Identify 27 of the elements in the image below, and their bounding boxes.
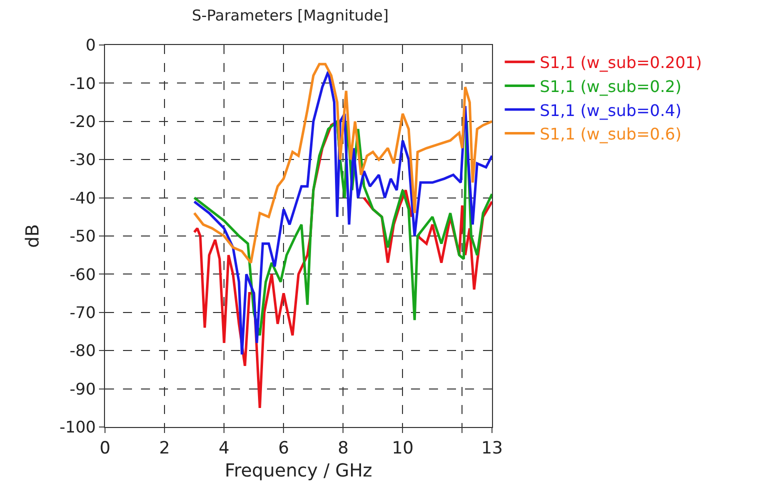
chart-title: S-Parameters [Magnitude] <box>192 6 389 24</box>
x-axis-title: Frequency / GHz <box>224 460 372 482</box>
y-tick-label: -10 <box>70 74 96 93</box>
legend-label: S1,1 (w_sub=0.4) <box>540 100 682 120</box>
x-tick-label: 13 <box>481 438 503 458</box>
y-tick-label: -30 <box>70 150 96 170</box>
x-tick-label: 0 <box>100 438 110 458</box>
x-tick-label: 4 <box>218 438 230 458</box>
y-tick-label: -50 <box>70 226 96 246</box>
y-tick-label: 0 <box>86 36 96 55</box>
line-series <box>193 70 492 356</box>
legend-label: S1,1 (w_sub=0.6) <box>540 124 682 144</box>
y-tick-label: -80 <box>70 341 96 360</box>
x-tick-label: 2 <box>159 438 170 458</box>
y-axis-title: dB <box>22 224 44 248</box>
x-tick-label: 10 <box>392 438 414 458</box>
y-tick-label: -90 <box>70 379 96 398</box>
legend-label: S1,1 (w_sub=0.201) <box>540 53 702 72</box>
legend-label: S1,1 (w_sub=0.2) <box>540 76 682 96</box>
y-tick-label: -70 <box>70 303 96 322</box>
y-tick-label: -40 <box>70 188 96 208</box>
y-tick-label: -20 <box>70 112 96 131</box>
y-tick-label: -60 <box>70 264 96 284</box>
line-series <box>193 62 492 264</box>
x-tick-label: 8 <box>338 438 349 458</box>
x-tick-label: 6 <box>278 438 290 458</box>
y-tick-label: -100 <box>59 418 96 437</box>
